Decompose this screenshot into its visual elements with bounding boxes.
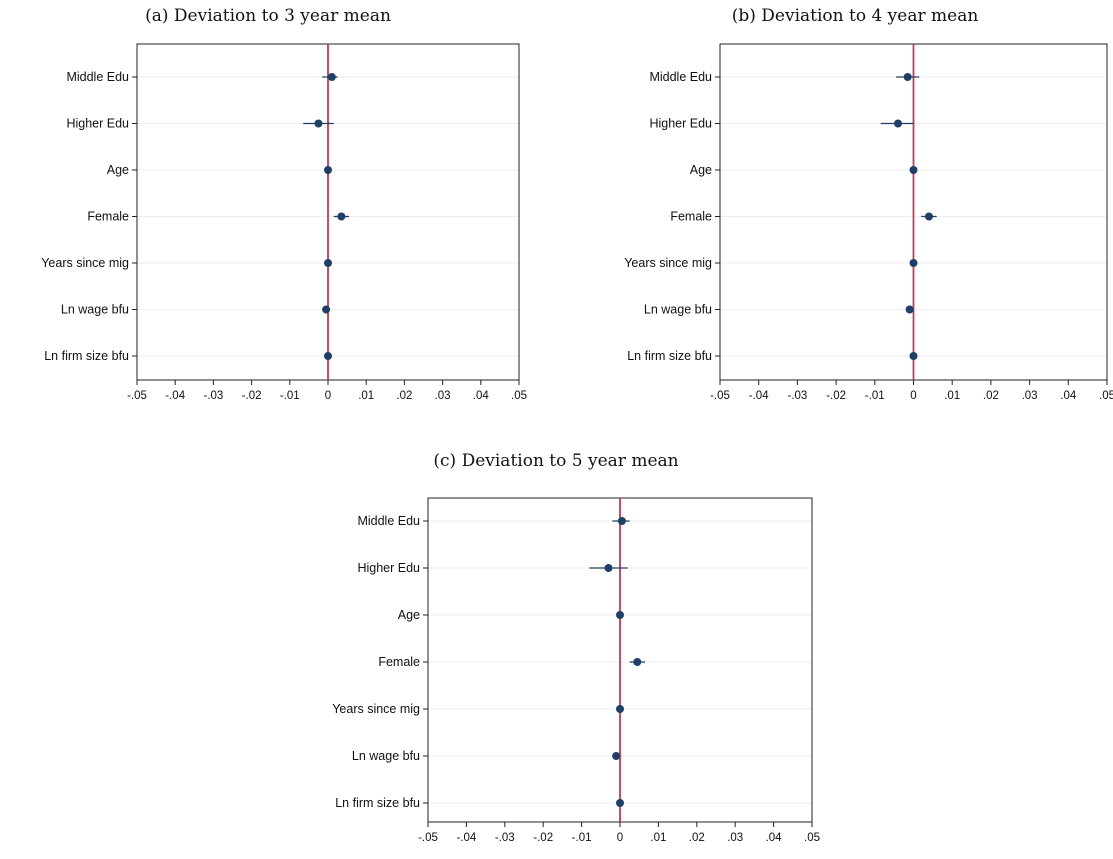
category-label: Years since mig <box>624 256 712 270</box>
category-label: Middle Edu <box>649 70 712 84</box>
panel-c-plot: Middle Edu Higher Edu Age Female Years since… <box>332 497 820 844</box>
category-label: Higher Edu <box>357 561 420 575</box>
x-tick-label: -.02 <box>533 832 553 844</box>
category-label: Female <box>670 210 712 224</box>
point-estimate <box>909 166 918 174</box>
point-estimate <box>324 352 332 360</box>
category-label: Age <box>398 608 420 622</box>
category-label: Higher Edu <box>649 117 712 131</box>
x-tick-label: .01 <box>944 390 960 402</box>
category-label: Ln wage bfu <box>352 749 420 763</box>
x-tick-label: -.05 <box>710 390 730 402</box>
x-tick-label: .01 <box>358 390 374 402</box>
point-estimate <box>909 352 918 360</box>
category-label: Middle Edu <box>66 70 129 84</box>
point-estimate <box>905 305 914 314</box>
x-tick-label: .05 <box>511 390 527 402</box>
panel-b-caption: (b) Deviation to 4 year mean <box>732 6 979 26</box>
x-tick-label: .04 <box>1060 390 1077 402</box>
category-label: Middle Edu <box>357 514 420 528</box>
category-label: Ln firm size bfu <box>627 349 712 363</box>
x-tick-label: 0 <box>325 390 331 402</box>
point-estimate <box>616 705 624 713</box>
panel-c-caption: (c) Deviation to 5 year mean <box>433 451 678 471</box>
point-estimate <box>894 119 903 128</box>
x-tick-label: .03 <box>435 390 451 402</box>
x-tick-label: 0 <box>910 390 916 402</box>
point-estimate <box>903 73 912 81</box>
point-estimate <box>909 259 918 267</box>
category-label: Age <box>107 163 129 177</box>
point-estimate <box>324 166 332 174</box>
point-estimate <box>616 611 624 619</box>
x-tick-label: -.04 <box>456 832 476 844</box>
point-estimate <box>314 119 323 128</box>
panel-a-caption: (a) Deviation to 3 year mean <box>145 6 391 26</box>
category-label: Female <box>87 210 129 224</box>
category-label: Ln firm size bfu <box>335 796 420 810</box>
x-tick-label: -.05 <box>127 390 147 402</box>
x-tick-label: .05 <box>1099 390 1113 402</box>
x-tick-label: 0 <box>617 832 623 844</box>
x-tick-label: -.04 <box>749 390 769 402</box>
x-tick-label: .03 <box>1022 390 1038 402</box>
x-tick-label: -.01 <box>280 390 300 402</box>
x-tick-label: -.01 <box>572 832 592 844</box>
point-estimate <box>924 212 933 221</box>
x-tick-label: .05 <box>804 832 820 844</box>
x-tick-label: -.05 <box>418 832 438 844</box>
category-label: Higher Edu <box>66 117 129 131</box>
x-tick-label: .03 <box>727 832 743 844</box>
x-tick-label: .02 <box>689 832 705 844</box>
category-label: Ln wage bfu <box>61 303 129 317</box>
x-tick-label: -.02 <box>826 390 846 402</box>
x-tick-label: -.01 <box>865 390 885 402</box>
x-tick-label: .02 <box>396 390 412 402</box>
category-label: Ln wage bfu <box>644 303 712 317</box>
point-estimate <box>604 564 613 572</box>
x-tick-label: .04 <box>766 832 783 844</box>
category-label: Female <box>378 655 420 669</box>
point-estimate <box>324 259 332 267</box>
x-tick-label: .02 <box>983 390 999 402</box>
x-tick-label: -.03 <box>203 390 223 402</box>
category-label: Ln firm size bfu <box>44 349 129 363</box>
point-estimate <box>337 212 346 221</box>
x-tick-label: -.03 <box>787 390 807 402</box>
category-label: Years since mig <box>332 702 420 716</box>
x-tick-label: .04 <box>473 390 490 402</box>
x-tick-label: -.04 <box>165 390 185 402</box>
point-estimate <box>633 658 642 666</box>
point-estimate <box>322 305 331 314</box>
category-label: Age <box>690 163 712 177</box>
point-estimate <box>327 73 336 81</box>
point-estimate <box>612 752 621 760</box>
category-label: Years since mig <box>41 256 129 270</box>
panel-a-plot: Middle Edu Higher Edu Age Female Years since… <box>41 43 527 402</box>
point-estimate <box>617 517 626 525</box>
x-tick-label: .01 <box>650 832 666 844</box>
panel-b-plot: Middle Edu Higher Edu Age Female Years since… <box>624 43 1113 402</box>
x-tick-label: -.03 <box>495 832 515 844</box>
x-tick-label: -.02 <box>242 390 262 402</box>
point-estimate <box>616 799 624 807</box>
